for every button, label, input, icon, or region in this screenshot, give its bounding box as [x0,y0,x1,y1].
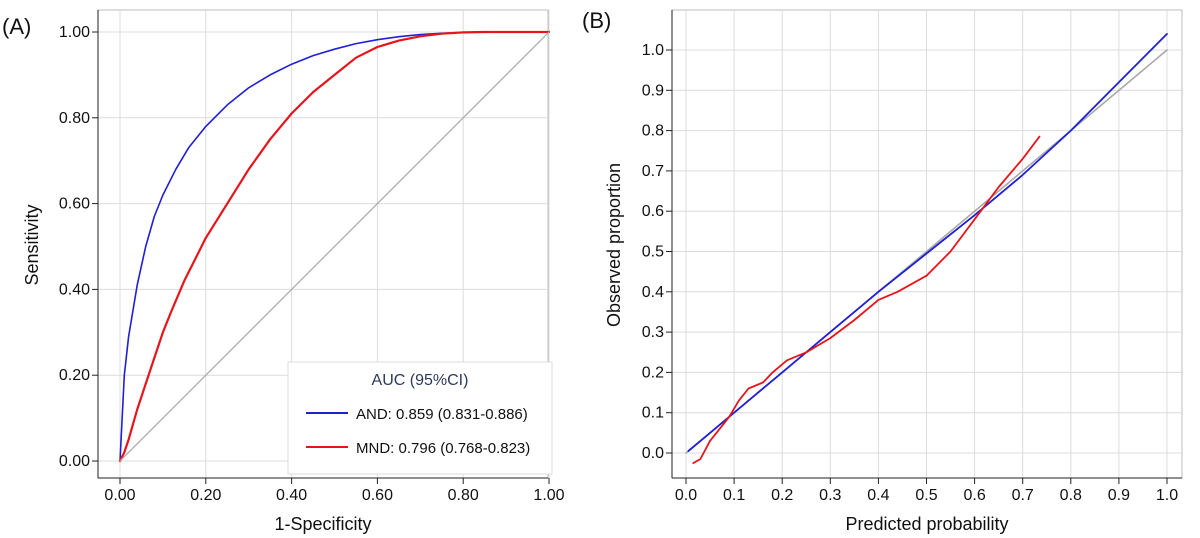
y-tick-label: 0.60 [59,196,90,213]
x-tick-label: 0.9 [1108,487,1130,504]
x-tick-label: 0.6 [963,487,985,504]
x-tick-label: 0.5 [915,487,937,504]
y-tick-label: 0.0 [642,445,664,462]
y-tick-label: 0.2 [642,364,664,381]
x-tick-label: 0.7 [1012,487,1034,504]
y-tick-label: 0.7 [642,163,664,180]
panel-b-ticks: 0.0 0.1 0.2 0.3 0.4 0.5 0.6 0.7 0.8 0.9 1.0 0.0 0.1 0… [642,42,1178,504]
y-tick-label: 0.6 [642,203,664,220]
x-tick-label: 1.00 [533,487,564,504]
x-tick-label: 0.20 [190,487,221,504]
panel-a: (A) 0.00 0.20 0.40 0.60 0.80 1.00 0.00 0.20 0.40… [2,9,565,534]
y-tick-label: 0.9 [642,82,664,99]
y-tick-label: 0.1 [642,405,664,422]
x-tick-label: 0.8 [1060,487,1082,504]
panel-a-ticks: 0.00 0.20 0.40 0.60 0.80 1.00 0.00 0.20 0.40 0.60… [59,24,565,504]
x-tick-label: 0.3 [819,487,841,504]
y-tick-label: 0.4 [642,284,664,301]
x-tick-label: 0.40 [276,487,307,504]
panel-b: (B) 0.0 0.1 0.2 0.3 0.4 0.5 0.6 0.7 0.8 0.9 1.00.0… [582,8,1183,534]
panel-b-series [685,33,1168,465]
x-tick-label: 0.00 [104,487,135,504]
x-tick-label: 0.60 [362,487,393,504]
x-tick-label: 1.0 [1156,487,1178,504]
y-tick-label: 0.8 [642,123,664,140]
legend-title: AUC (95%CI) [372,372,469,389]
panel-a-legend: AUC (95%CI) AND: 0.859 (0.831-0.886) MND… [287,361,553,475]
reference-diagonal [119,31,550,462]
x-tick-label: 0.0 [675,487,697,504]
panel-b-label: (B) [582,8,611,33]
x-tick-label: 0.4 [867,487,889,504]
x-tick-label: 0.80 [448,487,479,504]
y-tick-label: 0.20 [59,367,90,384]
y-tick-label: 0.3 [642,324,664,341]
panel-b-y-axis-label: Observed proportion [604,163,624,327]
panel-a-y-axis-label: Sensitivity [22,204,42,285]
panel-a-x-axis-label: 1-Specificity [274,514,371,534]
y-tick-label: 0.80 [59,110,90,127]
roc-curve-mnd [118,30,551,463]
y-tick-label: 0.5 [642,244,664,261]
legend-entry-and: AND: 0.859 (0.831-0.886) [356,406,528,423]
y-tick-label: 1.0 [642,42,664,59]
panel-a-series [118,30,551,463]
panel-b-x-axis-label: Predicted probability [845,514,1008,534]
legend-box [287,361,553,475]
panel-b-gridlines [672,10,1182,478]
y-tick-label: 0.00 [59,453,90,470]
x-tick-label: 0.2 [771,487,793,504]
x-tick-label: 0.1 [723,487,745,504]
y-tick-label: 0.40 [59,281,90,298]
legend-entry-mnd: MND: 0.796 (0.768-0.823) [356,440,530,457]
panel-a-label: (A) [2,14,31,39]
y-tick-label: 1.00 [59,24,90,41]
calibration-curve-mnd [692,135,1041,465]
